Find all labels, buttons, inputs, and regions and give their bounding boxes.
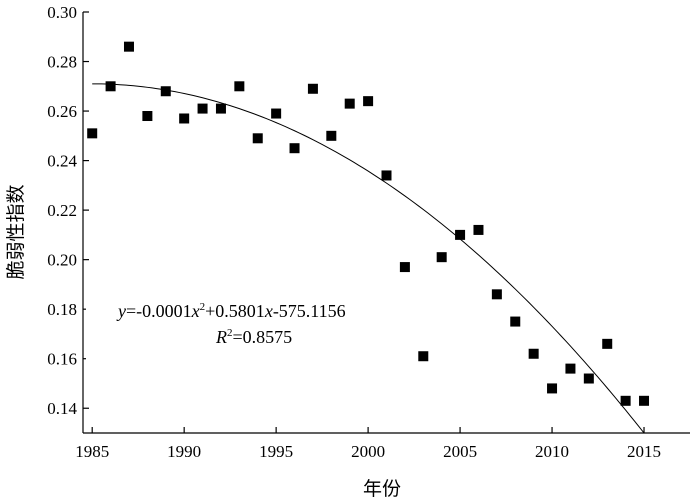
y-tick-label: 0.30 bbox=[47, 3, 77, 22]
data-point bbox=[528, 348, 539, 359]
x-tick-label: 2010 bbox=[535, 442, 569, 461]
x-tick-label: 2005 bbox=[443, 442, 477, 461]
y-tick-label: 0.14 bbox=[47, 399, 77, 418]
y-tick-label: 0.20 bbox=[47, 251, 77, 270]
data-point bbox=[381, 170, 392, 181]
x-tick-label: 2015 bbox=[627, 442, 661, 461]
y-tick-label: 0.28 bbox=[47, 53, 77, 72]
data-point bbox=[399, 262, 410, 273]
data-point bbox=[123, 41, 134, 52]
equation-annotation: y=-0.0001x2+0.5801x-575.1156 R2=0.8575 bbox=[86, 296, 412, 382]
y-tick-label: 0.24 bbox=[47, 152, 77, 171]
data-point bbox=[179, 113, 190, 124]
data-point bbox=[565, 363, 576, 374]
data-point bbox=[105, 81, 116, 92]
eq-const: -575.1156 bbox=[273, 301, 346, 321]
r-value: =0.8575 bbox=[233, 327, 293, 347]
data-point bbox=[142, 111, 153, 122]
eq-x2: x bbox=[264, 301, 273, 321]
x-ticks: 1985 1990 1995 2000 2005 2010 2015 bbox=[75, 427, 661, 461]
plot-area: 0.14 0.16 0.18 0.20 0.22 0.24 0.26 0.28 0.30 198… bbox=[47, 3, 690, 461]
y-tick-label: 0.18 bbox=[47, 300, 77, 319]
data-point bbox=[455, 229, 466, 240]
data-point bbox=[326, 130, 337, 141]
data-point bbox=[363, 96, 374, 107]
data-point bbox=[418, 351, 429, 362]
eq-coef1: =-0.0001 bbox=[126, 301, 192, 321]
eq-y: y bbox=[116, 301, 126, 321]
r-symbol: R bbox=[215, 327, 227, 347]
data-point bbox=[473, 224, 484, 235]
data-point bbox=[510, 316, 521, 327]
data-point bbox=[87, 128, 98, 139]
equation-background bbox=[86, 296, 412, 382]
y-tick-label: 0.22 bbox=[47, 201, 77, 220]
data-point bbox=[344, 98, 355, 109]
fit-curve bbox=[92, 83, 645, 434]
x-axis-title: 年份 bbox=[363, 478, 401, 500]
eq-x1: x bbox=[191, 301, 200, 321]
x-tick-label: 1985 bbox=[75, 442, 109, 461]
fit-equation: y=-0.0001x2+0.5801x-575.1156 bbox=[116, 301, 346, 321]
eq-coef2: +0.5801 bbox=[205, 301, 265, 321]
data-point bbox=[160, 86, 171, 97]
data-point bbox=[620, 395, 631, 406]
x-tick-label: 1990 bbox=[167, 442, 201, 461]
r-sup: 2 bbox=[227, 327, 233, 339]
data-point bbox=[252, 133, 263, 144]
data-point bbox=[307, 83, 318, 94]
y-tick-label: 0.26 bbox=[47, 102, 77, 121]
data-points bbox=[87, 41, 650, 406]
data-point bbox=[436, 252, 447, 263]
data-point bbox=[583, 373, 594, 384]
data-point bbox=[271, 108, 282, 119]
data-point bbox=[215, 103, 226, 114]
data-point bbox=[234, 81, 245, 92]
r-squared: R2=0.8575 bbox=[215, 327, 292, 347]
x-tick-label: 2000 bbox=[351, 442, 385, 461]
data-point bbox=[602, 338, 613, 349]
data-point bbox=[197, 103, 208, 114]
y-axis-title: 脆弱性指数 bbox=[5, 184, 27, 279]
data-point bbox=[289, 143, 300, 154]
x-tick-label: 1995 bbox=[259, 442, 293, 461]
data-point bbox=[547, 383, 558, 394]
data-point bbox=[639, 395, 650, 406]
eq-sup: 2 bbox=[200, 301, 206, 313]
y-tick-label: 0.16 bbox=[47, 350, 77, 369]
y-ticks: 0.14 0.16 0.18 0.20 0.22 0.24 0.26 0.28 0.30 bbox=[47, 3, 89, 418]
data-point bbox=[491, 289, 502, 300]
